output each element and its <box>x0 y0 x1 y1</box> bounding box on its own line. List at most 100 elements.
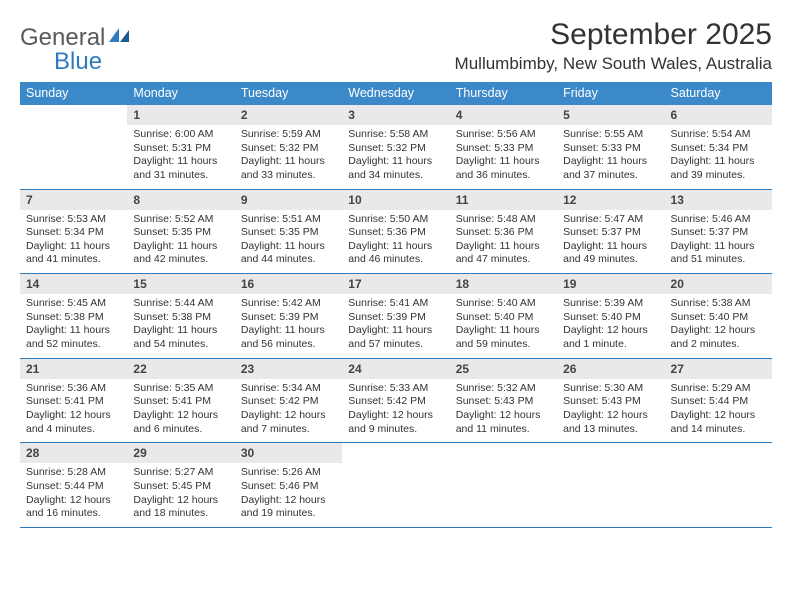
week-row: 28Sunrise: 5:28 AMSunset: 5:44 PMDayligh… <box>20 443 772 528</box>
daylight-line: Daylight: 12 hours and 18 minutes. <box>133 494 228 521</box>
day-cell: 5Sunrise: 5:55 AMSunset: 5:33 PMDaylight… <box>557 105 664 189</box>
sunset-line: Sunset: 5:40 PM <box>671 311 766 325</box>
daylight-line: Daylight: 12 hours and 14 minutes. <box>671 409 766 436</box>
day-cell: 15Sunrise: 5:44 AMSunset: 5:38 PMDayligh… <box>127 274 234 358</box>
day-cell: 7Sunrise: 5:53 AMSunset: 5:34 PMDaylight… <box>20 190 127 274</box>
day-cell: 16Sunrise: 5:42 AMSunset: 5:39 PMDayligh… <box>235 274 342 358</box>
sunset-line: Sunset: 5:37 PM <box>563 226 658 240</box>
day-number: 4 <box>450 105 557 125</box>
day-number: 5 <box>557 105 664 125</box>
day-number: 11 <box>450 190 557 210</box>
day-number: 15 <box>127 274 234 294</box>
day-cell: 25Sunrise: 5:32 AMSunset: 5:43 PMDayligh… <box>450 359 557 443</box>
sunrise-line: Sunrise: 5:29 AM <box>671 382 766 396</box>
weeks-container: 1Sunrise: 6:00 AMSunset: 5:31 PMDaylight… <box>20 105 772 528</box>
sunrise-line: Sunrise: 5:53 AM <box>26 213 121 227</box>
sunset-line: Sunset: 5:32 PM <box>241 142 336 156</box>
day-body: Sunrise: 5:27 AMSunset: 5:45 PMDaylight:… <box>127 463 234 527</box>
day-number: 8 <box>127 190 234 210</box>
empty-day <box>20 105 127 189</box>
day-number: 17 <box>342 274 449 294</box>
weekday-header: Wednesday <box>342 82 449 105</box>
day-body: Sunrise: 5:26 AMSunset: 5:46 PMDaylight:… <box>235 463 342 527</box>
day-body: Sunrise: 5:42 AMSunset: 5:39 PMDaylight:… <box>235 294 342 358</box>
empty-day <box>342 443 449 527</box>
day-number: 23 <box>235 359 342 379</box>
daylight-line: Daylight: 11 hours and 49 minutes. <box>563 240 658 267</box>
daylight-line: Daylight: 11 hours and 39 minutes. <box>671 155 766 182</box>
day-body: Sunrise: 5:40 AMSunset: 5:40 PMDaylight:… <box>450 294 557 358</box>
empty-day <box>665 443 772 527</box>
daylight-line: Daylight: 12 hours and 6 minutes. <box>133 409 228 436</box>
sunset-line: Sunset: 5:35 PM <box>241 226 336 240</box>
sunset-line: Sunset: 5:40 PM <box>563 311 658 325</box>
day-number: 7 <box>20 190 127 210</box>
daylight-line: Daylight: 11 hours and 46 minutes. <box>348 240 443 267</box>
weekday-header: Thursday <box>450 82 557 105</box>
week-row: 1Sunrise: 6:00 AMSunset: 5:31 PMDaylight… <box>20 105 772 190</box>
sunrise-line: Sunrise: 5:40 AM <box>456 297 551 311</box>
empty-day <box>450 443 557 527</box>
sunrise-line: Sunrise: 5:38 AM <box>671 297 766 311</box>
day-cell: 22Sunrise: 5:35 AMSunset: 5:41 PMDayligh… <box>127 359 234 443</box>
daylight-line: Daylight: 11 hours and 51 minutes. <box>671 240 766 267</box>
sunrise-line: Sunrise: 5:28 AM <box>26 466 121 480</box>
sunset-line: Sunset: 5:41 PM <box>133 395 228 409</box>
daylight-line: Daylight: 11 hours and 31 minutes. <box>133 155 228 182</box>
day-cell: 18Sunrise: 5:40 AMSunset: 5:40 PMDayligh… <box>450 274 557 358</box>
day-body: Sunrise: 5:59 AMSunset: 5:32 PMDaylight:… <box>235 125 342 189</box>
daylight-line: Daylight: 12 hours and 11 minutes. <box>456 409 551 436</box>
day-number: 3 <box>342 105 449 125</box>
day-body: Sunrise: 5:50 AMSunset: 5:36 PMDaylight:… <box>342 210 449 274</box>
daylight-line: Daylight: 11 hours and 57 minutes. <box>348 324 443 351</box>
sunset-line: Sunset: 5:31 PM <box>133 142 228 156</box>
sunset-line: Sunset: 5:44 PM <box>671 395 766 409</box>
day-number: 14 <box>20 274 127 294</box>
day-cell: 29Sunrise: 5:27 AMSunset: 5:45 PMDayligh… <box>127 443 234 527</box>
sunrise-line: Sunrise: 5:56 AM <box>456 128 551 142</box>
day-body: Sunrise: 5:54 AMSunset: 5:34 PMDaylight:… <box>665 125 772 189</box>
sunset-line: Sunset: 5:33 PM <box>563 142 658 156</box>
daylight-line: Daylight: 11 hours and 42 minutes. <box>133 240 228 267</box>
day-body: Sunrise: 5:28 AMSunset: 5:44 PMDaylight:… <box>20 463 127 527</box>
day-body: Sunrise: 5:32 AMSunset: 5:43 PMDaylight:… <box>450 379 557 443</box>
day-number: 18 <box>450 274 557 294</box>
sunset-line: Sunset: 5:45 PM <box>133 480 228 494</box>
header: General Blue September 2025 Mullumbimby,… <box>20 18 772 74</box>
sunset-line: Sunset: 5:37 PM <box>671 226 766 240</box>
day-body: Sunrise: 5:30 AMSunset: 5:43 PMDaylight:… <box>557 379 664 443</box>
day-number: 24 <box>342 359 449 379</box>
daylight-line: Daylight: 12 hours and 4 minutes. <box>26 409 121 436</box>
day-body: Sunrise: 5:47 AMSunset: 5:37 PMDaylight:… <box>557 210 664 274</box>
weekday-header: Tuesday <box>235 82 342 105</box>
daylight-line: Daylight: 11 hours and 36 minutes. <box>456 155 551 182</box>
day-cell: 4Sunrise: 5:56 AMSunset: 5:33 PMDaylight… <box>450 105 557 189</box>
day-cell: 6Sunrise: 5:54 AMSunset: 5:34 PMDaylight… <box>665 105 772 189</box>
day-cell: 8Sunrise: 5:52 AMSunset: 5:35 PMDaylight… <box>127 190 234 274</box>
sunset-line: Sunset: 5:41 PM <box>26 395 121 409</box>
day-body: Sunrise: 6:00 AMSunset: 5:31 PMDaylight:… <box>127 125 234 189</box>
day-cell: 23Sunrise: 5:34 AMSunset: 5:42 PMDayligh… <box>235 359 342 443</box>
daylight-line: Daylight: 12 hours and 7 minutes. <box>241 409 336 436</box>
sunrise-line: Sunrise: 5:34 AM <box>241 382 336 396</box>
sunrise-line: Sunrise: 5:47 AM <box>563 213 658 227</box>
day-body: Sunrise: 5:56 AMSunset: 5:33 PMDaylight:… <box>450 125 557 189</box>
daylight-line: Daylight: 11 hours and 33 minutes. <box>241 155 336 182</box>
sunset-line: Sunset: 5:33 PM <box>456 142 551 156</box>
month-title: September 2025 <box>455 18 772 52</box>
sunset-line: Sunset: 5:43 PM <box>563 395 658 409</box>
sunrise-line: Sunrise: 5:27 AM <box>133 466 228 480</box>
sunrise-line: Sunrise: 5:46 AM <box>671 213 766 227</box>
daylight-line: Daylight: 12 hours and 19 minutes. <box>241 494 336 521</box>
day-cell: 1Sunrise: 6:00 AMSunset: 5:31 PMDaylight… <box>127 105 234 189</box>
day-number: 16 <box>235 274 342 294</box>
day-cell: 9Sunrise: 5:51 AMSunset: 5:35 PMDaylight… <box>235 190 342 274</box>
day-body: Sunrise: 5:48 AMSunset: 5:36 PMDaylight:… <box>450 210 557 274</box>
day-number: 13 <box>665 190 772 210</box>
day-body: Sunrise: 5:34 AMSunset: 5:42 PMDaylight:… <box>235 379 342 443</box>
day-cell: 11Sunrise: 5:48 AMSunset: 5:36 PMDayligh… <box>450 190 557 274</box>
sunrise-line: Sunrise: 5:45 AM <box>26 297 121 311</box>
daylight-line: Daylight: 12 hours and 1 minute. <box>563 324 658 351</box>
sunrise-line: Sunrise: 5:54 AM <box>671 128 766 142</box>
sunset-line: Sunset: 5:36 PM <box>348 226 443 240</box>
